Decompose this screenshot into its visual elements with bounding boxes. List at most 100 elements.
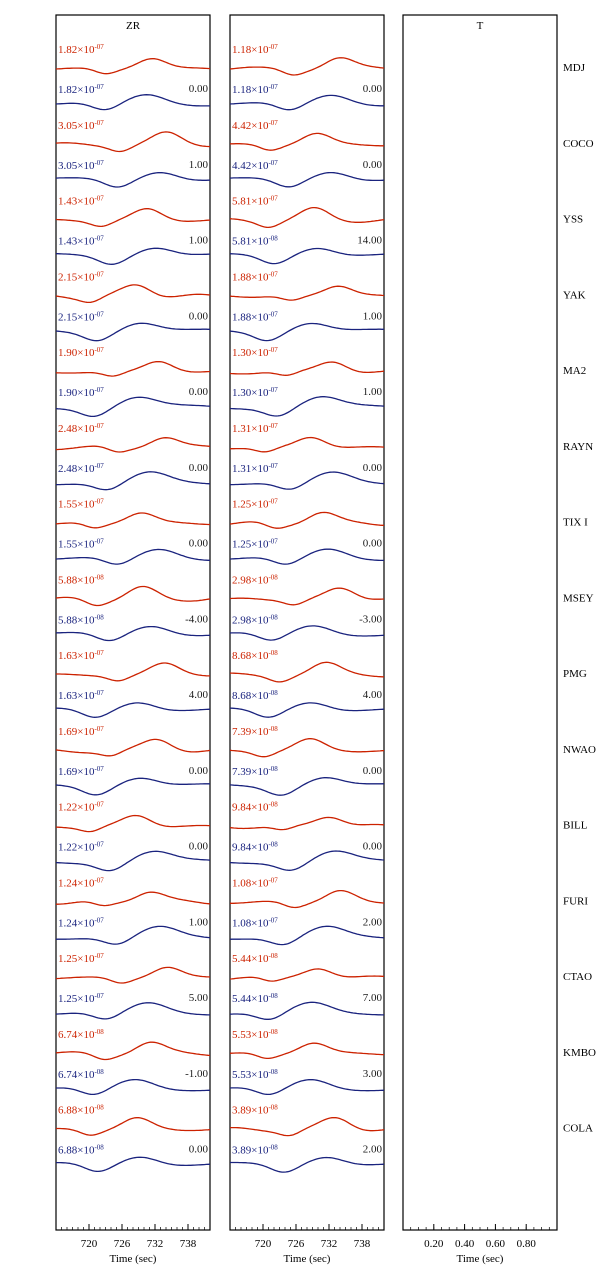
synthetic-amplitude-label: 1.24×10-07	[58, 916, 104, 929]
observed-trace	[55, 360, 211, 377]
observed-trace	[229, 511, 385, 529]
synthetic-amplitude-label: 1.90×10-07	[58, 386, 104, 399]
panel-second-labels: 1.18×10-07 1.18×10-07 0.00 4.42×10-07 4.42×1…	[232, 43, 383, 1157]
synthetic-trace	[55, 172, 210, 188]
observed-trace	[55, 437, 211, 453]
synthetic-trace	[56, 247, 211, 265]
time-shift-label: 5.00	[189, 992, 209, 1004]
station-label: FURI	[563, 895, 588, 907]
tick-label: 726	[288, 1238, 305, 1250]
panel-t: T Time (sec) 0.20 0.40 0.60 0.80	[402, 14, 558, 1265]
time-shift-label: 14.00	[357, 235, 382, 247]
synthetic-trace	[55, 94, 210, 111]
observed-amplitude-label: 1.69×10-07	[58, 725, 104, 738]
observed-trace	[229, 436, 385, 453]
synthetic-trace	[55, 777, 210, 796]
panel-zr: ZR Time (sec) 720 726 732 738 1.82×10-071.8…	[55, 14, 211, 1265]
synthetic-trace	[229, 247, 385, 265]
observed-trace	[55, 58, 211, 75]
observed-trace	[55, 738, 211, 757]
time-shift-label: 0.00	[363, 841, 383, 853]
synthetic-trace	[230, 1156, 385, 1173]
synthetic-amplitude-label: 1.25×10-07	[232, 538, 278, 551]
synthetic-trace	[229, 925, 385, 946]
synthetic-trace	[229, 625, 385, 641]
synthetic-trace	[55, 625, 211, 642]
panel-zr-xlabel: Time (sec)	[110, 1253, 157, 1265]
synthetic-trace	[55, 396, 211, 418]
observed-trace	[229, 816, 385, 831]
station-labels: MDJ COCO YSS YAK MA2 RAYN TIX I MSEY PMG NWAO BILL…	[563, 62, 596, 1135]
synthetic-amplitude-label: 4.42×10-07	[232, 159, 278, 172]
synthetic-trace	[229, 396, 385, 417]
tick-label: 0.20	[424, 1238, 444, 1250]
time-shift-label: -4.00	[185, 613, 208, 625]
tick-label: 732	[147, 1238, 164, 1250]
synthetic-trace	[55, 702, 211, 718]
synthetic-amplitude-label: 2.98×10-08	[232, 613, 278, 626]
time-shift-label: 0.00	[189, 83, 209, 95]
synthetic-trace	[229, 322, 384, 342]
observed-amplitude-label: 1.63×10-07	[58, 649, 104, 662]
observed-amplitude-label: 1.82×10-07	[58, 43, 104, 56]
synthetic-trace	[229, 171, 385, 188]
time-shift-label: 4.00	[363, 689, 383, 701]
station-label: YSS	[563, 214, 583, 226]
observed-trace	[55, 284, 211, 304]
station-label: MA2	[563, 365, 586, 377]
observed-amplitude-label: 1.18×10-07	[232, 43, 278, 56]
time-shift-label: 1.00	[189, 916, 209, 928]
observed-amplitude-label: 1.25×10-07	[232, 498, 278, 511]
synthetic-trace	[55, 548, 210, 565]
station-label: PMG	[563, 668, 587, 680]
synthetic-amplitude-label: 3.89×10-08	[232, 1144, 278, 1157]
observed-amplitude-label: 5.88×10-08	[58, 573, 104, 586]
observed-amplitude-label: 1.25×10-07	[58, 952, 104, 965]
synthetic-amplitude-label: 6.88×10-08	[58, 1144, 104, 1157]
synthetic-trace	[55, 1002, 210, 1020]
observed-amplitude-label: 5.44×10-08	[232, 952, 278, 965]
panel-second-traces	[229, 57, 385, 1173]
time-shift-label: 0.00	[189, 1144, 209, 1156]
observed-trace	[56, 891, 211, 907]
station-label: NWAO	[563, 744, 596, 756]
synthetic-trace	[229, 94, 384, 111]
time-shift-label: 2.00	[363, 916, 383, 928]
observed-trace	[55, 966, 211, 984]
synthetic-amplitude-label: 8.68×10-08	[232, 689, 278, 702]
station-label: MDJ	[563, 62, 586, 74]
time-shift-label: 7.00	[363, 992, 383, 1004]
time-shift-label: 1.00	[363, 310, 383, 322]
time-shift-label: 4.00	[189, 689, 209, 701]
observed-trace	[55, 512, 210, 529]
time-shift-label: 0.00	[189, 538, 209, 550]
synthetic-trace	[55, 322, 210, 342]
station-label: CTAO	[563, 971, 592, 983]
observed-trace	[229, 285, 385, 301]
panel-t-frame	[402, 14, 558, 1231]
synthetic-trace	[229, 702, 385, 718]
tick-label: 0.80	[517, 1238, 537, 1250]
observed-trace	[229, 132, 384, 151]
station-label: KMBO	[563, 1047, 596, 1059]
synthetic-amplitude-label: 1.69×10-07	[58, 765, 104, 778]
time-shift-label: 0.00	[363, 765, 383, 777]
observed-amplitude-label: 5.53×10-08	[232, 1028, 278, 1041]
observed-trace	[229, 206, 385, 229]
synthetic-trace	[55, 471, 211, 491]
time-shift-label: 0.00	[189, 841, 209, 853]
observed-trace	[230, 889, 385, 909]
panel-zr-ticks: 720 726 732 738	[55, 1224, 211, 1250]
panel-zr-title: ZR	[126, 20, 141, 32]
observed-amplitude-label: 2.15×10-07	[58, 270, 104, 283]
observed-trace	[229, 968, 385, 982]
observed-amplitude-label: 1.55×10-07	[58, 498, 104, 511]
station-label: TIX I	[563, 517, 588, 529]
observed-trace	[229, 1042, 384, 1060]
time-shift-label: 3.00	[363, 1068, 383, 1080]
tick-label: 726	[114, 1238, 131, 1250]
synthetic-amplitude-label: 1.30×10-07	[232, 386, 278, 399]
panel-second-ticks: 720 726 732 738	[229, 1224, 385, 1250]
time-shift-label: 1.00	[363, 386, 383, 398]
